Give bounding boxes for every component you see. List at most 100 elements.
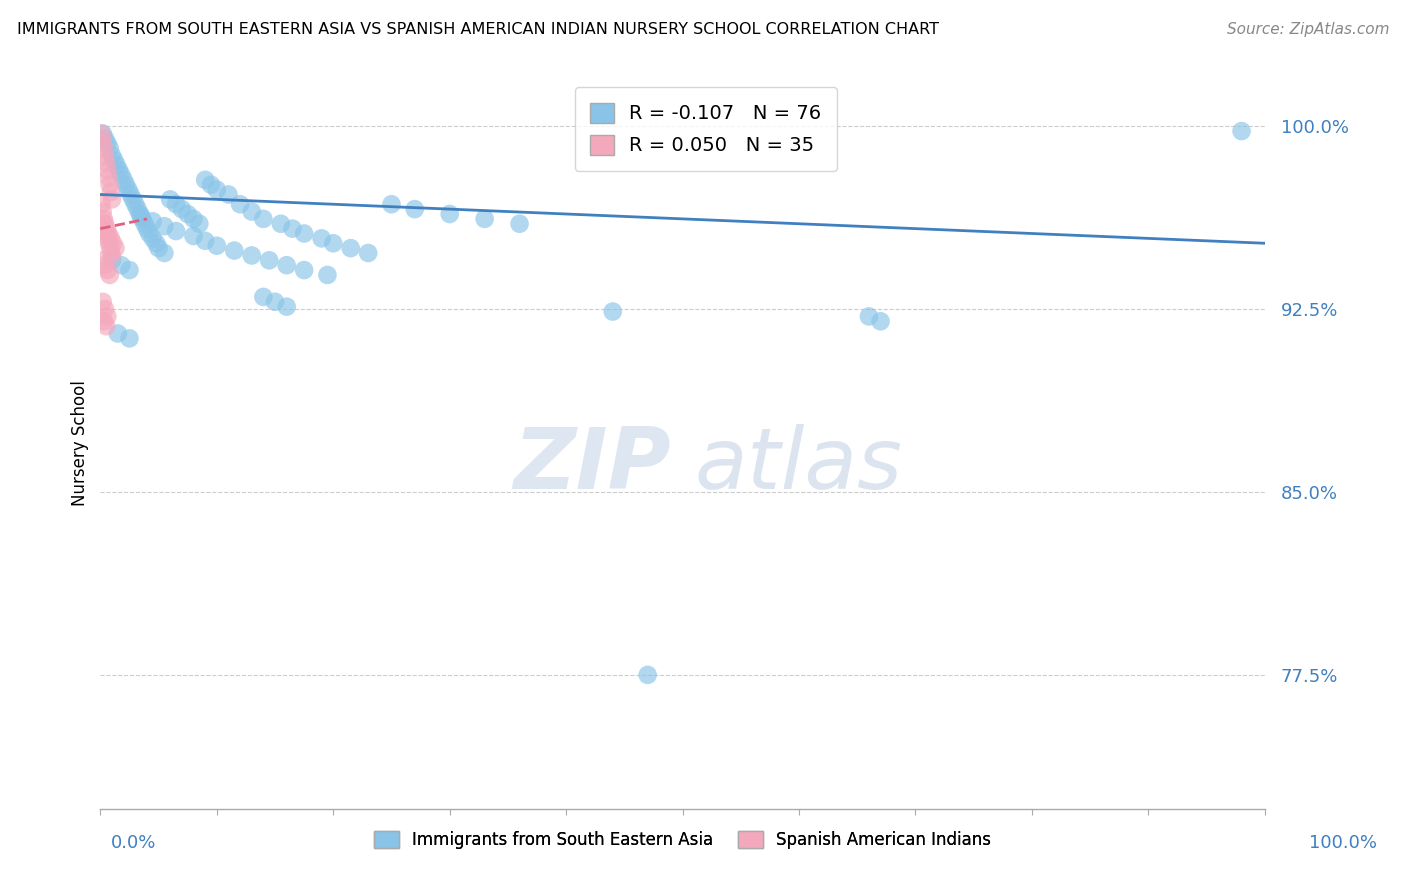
Point xyxy=(138,227,160,241)
Point xyxy=(90,197,112,211)
Legend: Immigrants from South Eastern Asia, Spanish American Indians: Immigrants from South Eastern Asia, Span… xyxy=(367,824,998,855)
Point xyxy=(98,178,121,192)
Point xyxy=(439,207,461,221)
Point xyxy=(94,302,117,317)
Point xyxy=(404,202,426,216)
Point xyxy=(97,234,120,248)
Point xyxy=(129,210,152,224)
Point xyxy=(170,202,193,216)
Point xyxy=(97,170,120,185)
Point xyxy=(94,131,117,145)
Point xyxy=(159,193,181,207)
Point xyxy=(93,141,115,155)
Point xyxy=(858,310,880,324)
Point xyxy=(134,217,156,231)
Point xyxy=(357,246,380,260)
Point xyxy=(200,178,222,192)
Point xyxy=(276,258,298,272)
Point xyxy=(188,217,211,231)
Point xyxy=(94,258,117,272)
Point xyxy=(100,231,122,245)
Point xyxy=(91,134,114,148)
Point xyxy=(316,268,339,282)
Point xyxy=(229,197,252,211)
Point xyxy=(112,173,135,187)
Point xyxy=(93,314,115,328)
Point xyxy=(127,202,149,216)
Point xyxy=(94,217,117,231)
Point xyxy=(339,241,361,255)
Y-axis label: Nursery School: Nursery School xyxy=(72,380,89,506)
Point xyxy=(1230,124,1253,138)
Point xyxy=(281,221,304,235)
Point xyxy=(131,211,153,226)
Point xyxy=(194,173,217,187)
Point xyxy=(869,314,891,328)
Point xyxy=(165,224,187,238)
Point xyxy=(108,163,131,178)
Point xyxy=(176,207,198,221)
Point xyxy=(96,263,118,277)
Point xyxy=(311,231,333,245)
Point xyxy=(101,148,124,162)
Point xyxy=(124,197,146,211)
Text: 100.0%: 100.0% xyxy=(1309,834,1376,852)
Point xyxy=(98,238,121,252)
Point xyxy=(101,248,124,262)
Point xyxy=(93,211,115,226)
Point xyxy=(96,229,118,244)
Point xyxy=(115,178,138,192)
Point xyxy=(257,253,280,268)
Point xyxy=(101,193,124,207)
Point xyxy=(104,241,127,255)
Point xyxy=(98,141,121,155)
Point xyxy=(322,236,344,251)
Point xyxy=(637,668,659,682)
Point xyxy=(217,187,239,202)
Point xyxy=(153,246,176,260)
Point xyxy=(101,253,124,268)
Point xyxy=(148,241,170,255)
Point xyxy=(292,227,315,241)
Point xyxy=(145,236,167,251)
Point xyxy=(96,319,118,334)
Point xyxy=(264,294,287,309)
Point xyxy=(270,217,292,231)
Point xyxy=(96,163,118,178)
Point xyxy=(602,304,624,318)
Point xyxy=(474,211,496,226)
Point xyxy=(96,310,118,324)
Point xyxy=(110,168,132,182)
Point xyxy=(96,155,118,169)
Point xyxy=(136,221,159,235)
Point xyxy=(91,294,114,309)
Point xyxy=(94,148,117,162)
Point xyxy=(205,183,228,197)
Point xyxy=(93,217,115,231)
Point xyxy=(91,127,114,141)
Point xyxy=(91,253,114,268)
Text: ZIP: ZIP xyxy=(513,424,671,507)
Point xyxy=(98,268,121,282)
Point xyxy=(276,300,298,314)
Point xyxy=(100,244,122,258)
Text: atlas: atlas xyxy=(695,424,903,507)
Point xyxy=(90,127,112,141)
Text: Source: ZipAtlas.com: Source: ZipAtlas.com xyxy=(1226,22,1389,37)
Point xyxy=(252,290,274,304)
Point xyxy=(118,263,141,277)
Point xyxy=(118,331,141,345)
Point xyxy=(96,221,118,235)
Point xyxy=(107,326,129,341)
Point xyxy=(96,136,118,151)
Point xyxy=(103,153,125,168)
Point xyxy=(509,217,531,231)
Point xyxy=(142,214,165,228)
Point xyxy=(120,187,142,202)
Point xyxy=(101,236,124,251)
Point xyxy=(91,204,114,219)
Point xyxy=(122,193,145,207)
Point xyxy=(165,197,187,211)
Point xyxy=(183,229,205,244)
Point xyxy=(380,197,402,211)
